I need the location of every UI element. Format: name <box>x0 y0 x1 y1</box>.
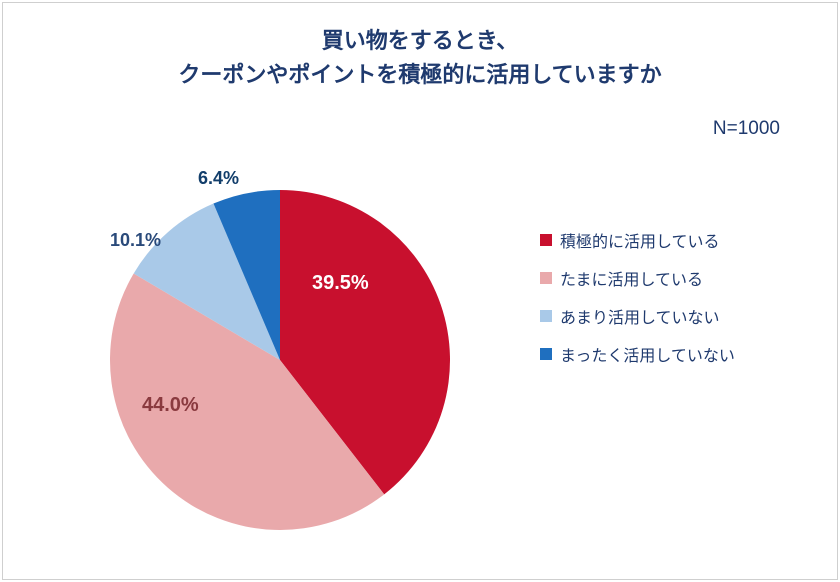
legend-label-2: あまり活用していない <box>560 304 720 328</box>
legend-swatch-3 <box>540 348 552 360</box>
legend: 積極的に活用しているたまに活用しているあまり活用していないまったく活用していない <box>540 228 735 380</box>
slice-label-1: 44.0% <box>142 394 199 417</box>
legend-label-0: 積極的に活用している <box>560 228 720 252</box>
legend-item-0: 積極的に活用している <box>540 228 735 252</box>
legend-label-1: たまに活用している <box>560 266 703 290</box>
chart-title-line1: 買い物をするとき、 <box>322 28 518 53</box>
legend-item-2: あまり活用していない <box>540 304 735 328</box>
slice-label-3: 6.4% <box>198 168 239 189</box>
slice-label-0: 39.5% <box>312 272 369 295</box>
legend-swatch-2 <box>540 310 552 322</box>
legend-swatch-1 <box>540 272 552 284</box>
legend-item-1: たまに活用している <box>540 266 735 290</box>
legend-label-3: まったく活用していない <box>560 342 735 366</box>
slice-label-2: 10.1% <box>110 230 161 251</box>
legend-swatch-0 <box>540 234 552 246</box>
chart-title-line2: クーポンやポイントを積極的に活用していますか <box>178 62 661 87</box>
legend-item-3: まったく活用していない <box>540 342 735 366</box>
chart-title: 買い物をするとき、 クーポンやポイントを積極的に活用していますか <box>0 24 840 92</box>
sample-size-label: N=1000 <box>713 118 780 140</box>
